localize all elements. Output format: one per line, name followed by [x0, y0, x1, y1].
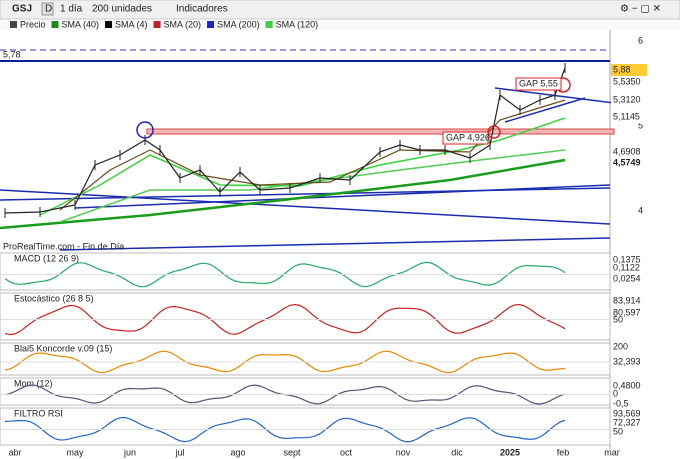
- gap-box: [442, 131, 489, 145]
- x-axis-label: jul: [174, 447, 184, 457]
- legend-bar: [0, 20, 680, 30]
- panel-axis-label: 83,914: [613, 295, 641, 305]
- price-axis-label: 4: [638, 205, 643, 215]
- gap-annotation: GAP 4,926: [446, 132, 490, 142]
- panel-axis-label: 93,569: [613, 408, 641, 418]
- source-label: ProRealTime.com - Fin de Día: [3, 241, 124, 251]
- panel-axis-label: 200: [613, 341, 628, 351]
- mode[interactable]: D: [45, 4, 52, 15]
- panel-axis-label: -0,5: [613, 398, 629, 408]
- panel-title: Estocástico (26 8 5): [14, 293, 94, 303]
- value-tag-label: 5,3120: [613, 94, 641, 104]
- x-axis-label: nov: [396, 447, 411, 457]
- toolbar: [0, 0, 680, 20]
- panel-axis-label: 0,1375: [613, 254, 641, 264]
- legend-entry: SMA (40): [62, 19, 100, 29]
- value-tag-label: 5,1145: [613, 111, 640, 121]
- panel-axis-label: 50: [613, 314, 623, 324]
- x-axis-label: abr: [8, 447, 21, 457]
- indicator-line: [4, 261, 566, 288]
- value-tag: [611, 146, 647, 158]
- panel-title: Mom (12): [14, 378, 53, 388]
- gap-box: [515, 77, 562, 91]
- panel-frame: [0, 342, 611, 376]
- period[interactable]: 1 día: [60, 4, 83, 15]
- legend-entry: Precio: [20, 19, 46, 29]
- price-axis-label: 5: [638, 120, 643, 130]
- indicator-line: [4, 416, 566, 443]
- x-axis-label: feb: [557, 447, 570, 457]
- indicators[interactable]: Indicadores: [176, 4, 228, 15]
- value-tag-label: 5,88: [613, 64, 631, 74]
- units[interactable]: 200 unidades: [92, 4, 152, 15]
- sma-200: [0, 158, 566, 230]
- legend-entry: SMA (4): [115, 19, 148, 29]
- trend-line: [504, 97, 586, 123]
- indicator-line: [4, 350, 566, 374]
- panel-axis-label: 0,4800: [613, 380, 641, 390]
- x-axis-label: jun: [123, 447, 136, 457]
- panel-axis-label: 0,1122: [613, 262, 640, 272]
- value-tag: [611, 76, 647, 88]
- legend-swatch: [105, 21, 113, 28]
- indicator-line: [4, 303, 566, 336]
- legend-entry: SMA (200): [217, 19, 260, 29]
- trend-line: [0, 189, 611, 225]
- x-axis-label: sept: [283, 447, 301, 457]
- trend-line: [59, 237, 611, 251]
- panel-frame: [0, 407, 611, 446]
- value-tag: [611, 111, 647, 123]
- gap-annotation: GAP 5,55: [519, 78, 558, 88]
- marker-circle: [136, 121, 154, 139]
- level-label: 5,78: [3, 49, 21, 59]
- value-tag-label: 4,6908: [613, 146, 641, 156]
- mode-box[interactable]: [41, 2, 54, 16]
- panel-axis-label: 50: [613, 426, 623, 436]
- legend-swatch: [10, 21, 17, 28]
- x-axis-label: dic: [451, 447, 463, 457]
- symbol[interactable]: GSJ: [12, 4, 32, 15]
- panel-title: MACD (12 26 9): [14, 253, 79, 263]
- legend-swatch: [207, 21, 215, 28]
- x-axis-label: 2025: [500, 447, 520, 457]
- legend-swatch: [51, 21, 59, 28]
- window-controls[interactable]: ⚙ − ▢ ✕: [620, 4, 661, 15]
- trend-line: [74, 184, 611, 209]
- panel-frame: [0, 377, 611, 406]
- value-tag-label: 4,5749: [613, 157, 641, 167]
- panel-title: Blai5 Koncorde v.09 (15): [14, 343, 112, 353]
- panel-axis-label: 32,393: [613, 356, 641, 366]
- legend-entry: SMA (120): [276, 19, 319, 29]
- price-axis-label: 6: [638, 35, 643, 45]
- panel-axis-label: 0: [613, 388, 618, 398]
- panel-axis-label: 0,0254: [613, 273, 641, 283]
- value-tag: [611, 64, 647, 76]
- panel-frame: [0, 252, 611, 291]
- panel-axis-label: 80,597: [613, 307, 641, 317]
- trend-line: [494, 87, 623, 105]
- panel-axis-label: 72,327: [613, 417, 641, 427]
- value-tag: [611, 94, 647, 106]
- price-line: [4, 67, 566, 214]
- x-axis-label: ago: [230, 447, 245, 457]
- panel-title: FILTRO RSI: [14, 408, 63, 418]
- x-axis-label: oct: [340, 447, 353, 457]
- value-tag-label: 5,5350: [613, 76, 641, 86]
- legend-entry: SMA (20): [164, 19, 202, 29]
- value-tag: [611, 157, 647, 169]
- legend-swatch: [265, 21, 273, 28]
- gap-zone: [146, 128, 615, 135]
- x-axis-label: may: [66, 447, 84, 457]
- x-axis-label: mar: [604, 447, 620, 457]
- legend-swatch: [153, 21, 161, 28]
- panel-frame: [0, 292, 611, 341]
